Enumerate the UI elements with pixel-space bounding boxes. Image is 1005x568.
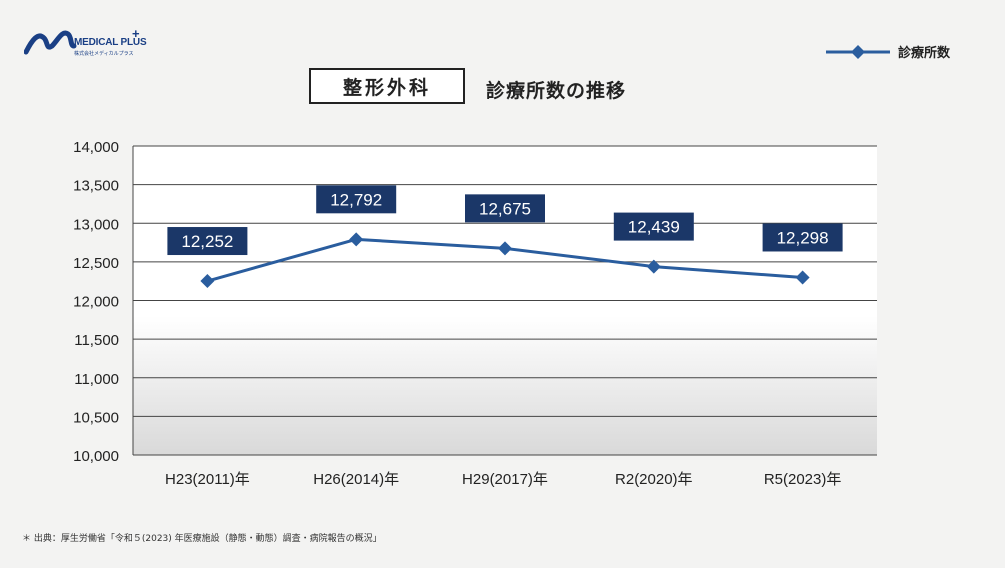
data-label-box <box>762 223 843 252</box>
y-tick-label: 10,000 <box>73 448 119 465</box>
y-tick-label: 11,000 <box>74 371 119 388</box>
logo-wordmark: MEDICAL PLUS <box>74 37 147 48</box>
data-point-marker <box>200 274 215 289</box>
legend-label: 診療所数 <box>898 46 951 61</box>
y-tick-label: 12,500 <box>73 255 119 272</box>
x-tick-label: R5(2023)年 <box>764 471 842 488</box>
data-point-marker <box>646 259 661 274</box>
y-tick-label: 14,000 <box>73 139 119 156</box>
footnote: ＊ 出典：厚生労働省「令和５(2023) 年医療施設（静態・動態）調査・病院報告… <box>22 534 382 544</box>
data-label-box <box>465 194 545 223</box>
medical-plus-logo: + <box>24 26 140 55</box>
data-point-marker <box>795 270 810 285</box>
logo-plus: + <box>132 26 140 41</box>
data-point-marker <box>498 241 512 256</box>
y-tick-label: 13,500 <box>73 178 119 195</box>
y-tick-label: 10,500 <box>73 409 119 426</box>
data-label: 12,675 <box>479 199 531 218</box>
chart-title: 診療所数の推移 <box>486 80 627 102</box>
y-tick-label: 12,000 <box>73 294 119 311</box>
legend-line-diamond-icon <box>826 44 890 59</box>
data-point-marker <box>349 232 364 247</box>
data-label-box <box>316 185 397 214</box>
x-tick-label: H29(2017)年 <box>462 471 548 488</box>
x-tick-label: H23(2011)年 <box>165 471 250 488</box>
x-tick-label: R2(2020)年 <box>615 471 693 488</box>
data-label-box <box>167 227 248 256</box>
data-label: 12,792 <box>330 190 382 209</box>
data-label: 12,298 <box>777 228 829 247</box>
data-label-box <box>613 212 694 241</box>
logo-subtitle: 株式会社メディカルプラス <box>74 51 134 57</box>
x-tick-label: H26(2014)年 <box>313 471 399 488</box>
y-tick-label: 11,500 <box>74 332 119 349</box>
chart-title-boxed: 整形外科 <box>309 68 465 104</box>
y-tick-label: 13,000 <box>73 216 119 233</box>
data-label: 12,252 <box>181 232 233 251</box>
data-label: 12,439 <box>628 218 680 237</box>
legend: 診療所数 <box>826 42 950 61</box>
